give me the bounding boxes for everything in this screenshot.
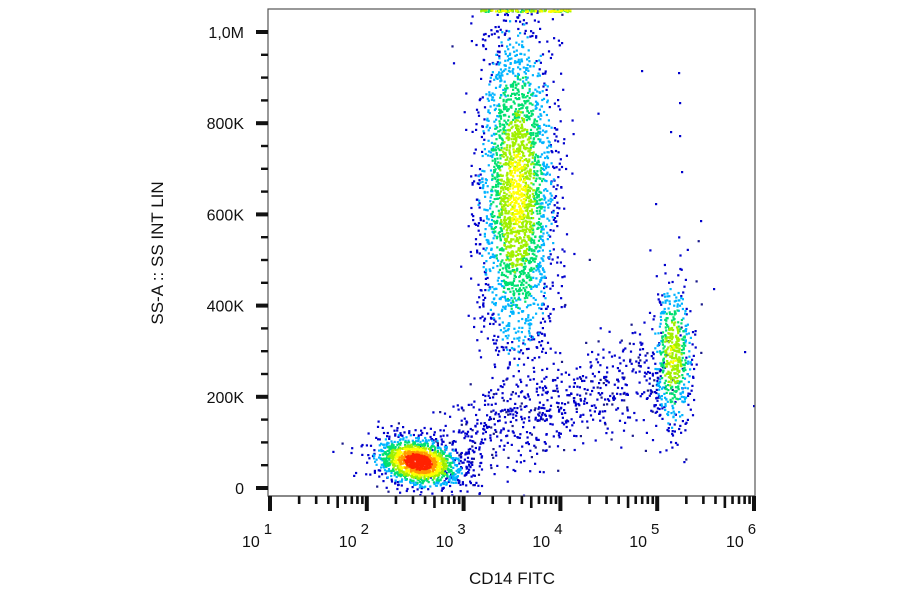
x-axis-title: CD14 FITC: [469, 569, 555, 588]
y-axis: 0 200K 400K 600K 800K 1,0M: [207, 25, 268, 498]
y-axis-title: SS-A :: SS INT LIN: [148, 181, 167, 324]
y-tick-label: 1,0M: [208, 25, 244, 42]
x-tick-label: 101: [242, 521, 272, 551]
x-tick-label: 103: [436, 521, 466, 551]
x-tick-label: 102: [339, 521, 369, 551]
x-tick-label: 106: [726, 521, 756, 551]
y-tick-label: 0: [235, 481, 244, 498]
x-tick-label: 105: [629, 521, 659, 551]
x-tick-label: 104: [532, 521, 562, 551]
data-points: [332, 9, 756, 497]
y-tick-label: 600K: [207, 207, 245, 224]
y-tick-label: 800K: [207, 116, 245, 133]
y-tick-label: 400K: [207, 299, 245, 316]
y-tick-label: 200K: [207, 390, 245, 407]
x-axis: 101 102 103 104 105 106: [242, 495, 756, 551]
